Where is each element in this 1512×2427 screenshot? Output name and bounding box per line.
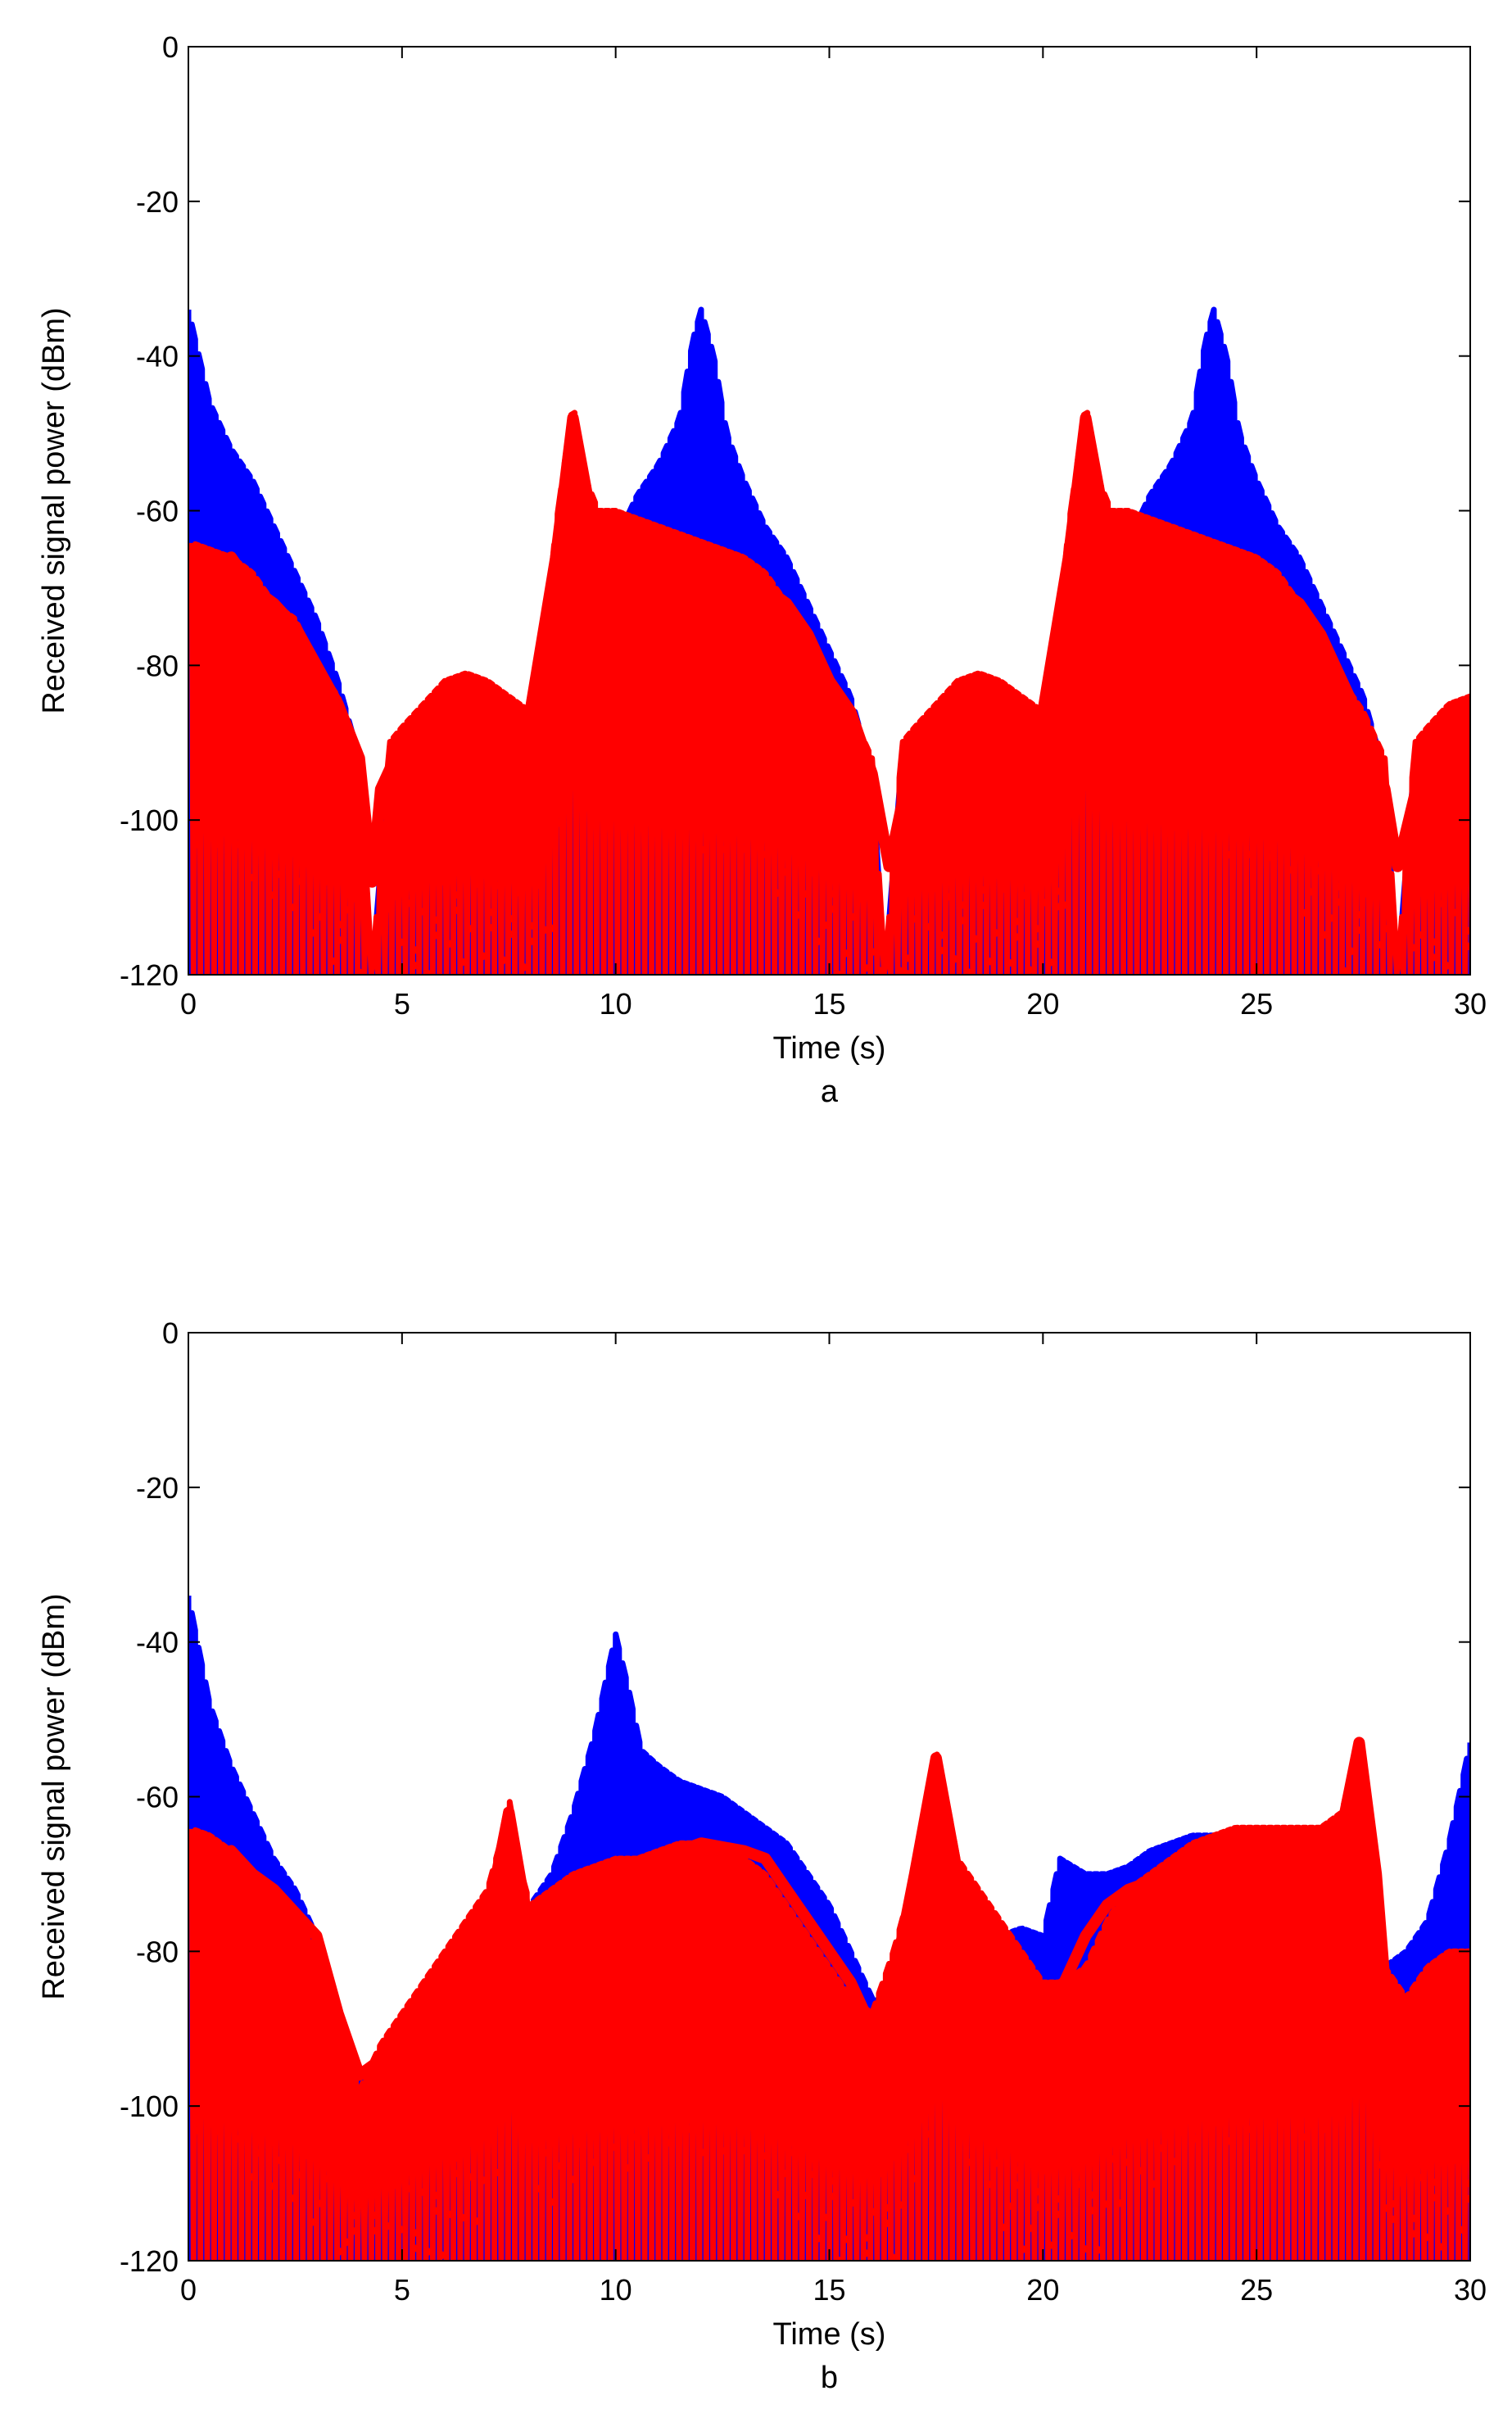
panel-a-x-axis-label: Time (s) [773, 1031, 886, 1066]
panel-b-x-axis-label: Time (s) [773, 2317, 886, 2352]
panel-a-y-tick-label: -120 [120, 958, 179, 992]
panel-b-x-tick-label: 20 [1026, 2273, 1059, 2307]
panel-a-y-tick-label: -80 [136, 649, 179, 682]
panel-b-series-red-smooth [188, 1736, 1470, 2081]
panel-a-x-tick-label: 0 [180, 987, 197, 1021]
panel-b-y-tick-label: -80 [136, 1935, 179, 1968]
panel-b-y-tick-label: 0 [162, 1316, 179, 1350]
panel-b-series-red-line [188, 1739, 1470, 2261]
panel-b-axes-box [188, 1332, 1471, 2262]
panel-a-series-red-smooth [188, 412, 1470, 888]
panel-a-y-tick-label: -60 [136, 495, 179, 528]
panel-a-x-tick-label: 15 [813, 987, 845, 1021]
panel-a-y-tick-label: -20 [136, 185, 179, 219]
panel-b-ticks: 0 5 10 15 20 25 30 0 -20 -40 -60 -80 -100 -120 [120, 1316, 1487, 2307]
panel-a-y-axis-label: Received signal power (dBm) [37, 307, 71, 713]
panel-b-series-red-smooth-line [188, 1736, 1470, 2081]
panel-a-x-tick-label: 10 [600, 987, 632, 1021]
panel-a-x-tick-label: 5 [394, 987, 410, 1021]
panel-a-label: a [821, 1075, 839, 1109]
panel-b-y-axis-label: Received signal power (dBm) [37, 1593, 71, 1999]
panel-b-y-tick-label: -100 [120, 2090, 179, 2123]
panel-b-x-tick-label: 15 [813, 2273, 845, 2307]
panel-b-x-tick-label: 0 [180, 2273, 197, 2307]
panel-a-axes-box [188, 46, 1471, 976]
panel-a-y-tick-label: -40 [136, 340, 179, 374]
panel-b-x-tick-label: 30 [1454, 2273, 1487, 2307]
panel-a-series-red-smooth-line [188, 412, 1470, 888]
panel-b: 0 5 10 15 20 25 30 0 -20 -40 -60 -80 -100 -120 Time (… [37, 1316, 1487, 2395]
panel-b-y-tick-label: -20 [136, 1471, 179, 1505]
panel-b-x-tick-label: 10 [600, 2273, 632, 2307]
panel-b-y-tick-label: -120 [120, 2244, 179, 2278]
panel-b-x-tick-label: 25 [1240, 2273, 1273, 2307]
panel-b-y-tick-label: -60 [136, 1781, 179, 1814]
panel-b-x-tick-label: 5 [394, 2273, 410, 2307]
panel-b-y-tick-label: -40 [136, 1626, 179, 1660]
panel-a-x-tick-label: 25 [1240, 987, 1273, 1021]
panel-a-x-tick-label: 20 [1026, 987, 1059, 1021]
panel-a-ticks: 0 5 10 15 20 25 30 0 -20 -40 -60 -80 -100 -120 [120, 30, 1487, 1021]
panel-a: 0 5 10 15 20 25 30 0 -20 -40 -60 -80 -100 -120 Time (… [37, 30, 1487, 1109]
panel-b-series [188, 1595, 1470, 2261]
panel-a-y-tick-label: -100 [120, 804, 179, 837]
panel-b-label: b [821, 2361, 838, 2395]
panel-b-series-red [188, 1739, 1470, 2261]
panel-a-x-tick-label: 30 [1454, 987, 1487, 1021]
panel-a-series [188, 306, 1470, 975]
panel-a-y-tick-label: 0 [162, 30, 179, 64]
